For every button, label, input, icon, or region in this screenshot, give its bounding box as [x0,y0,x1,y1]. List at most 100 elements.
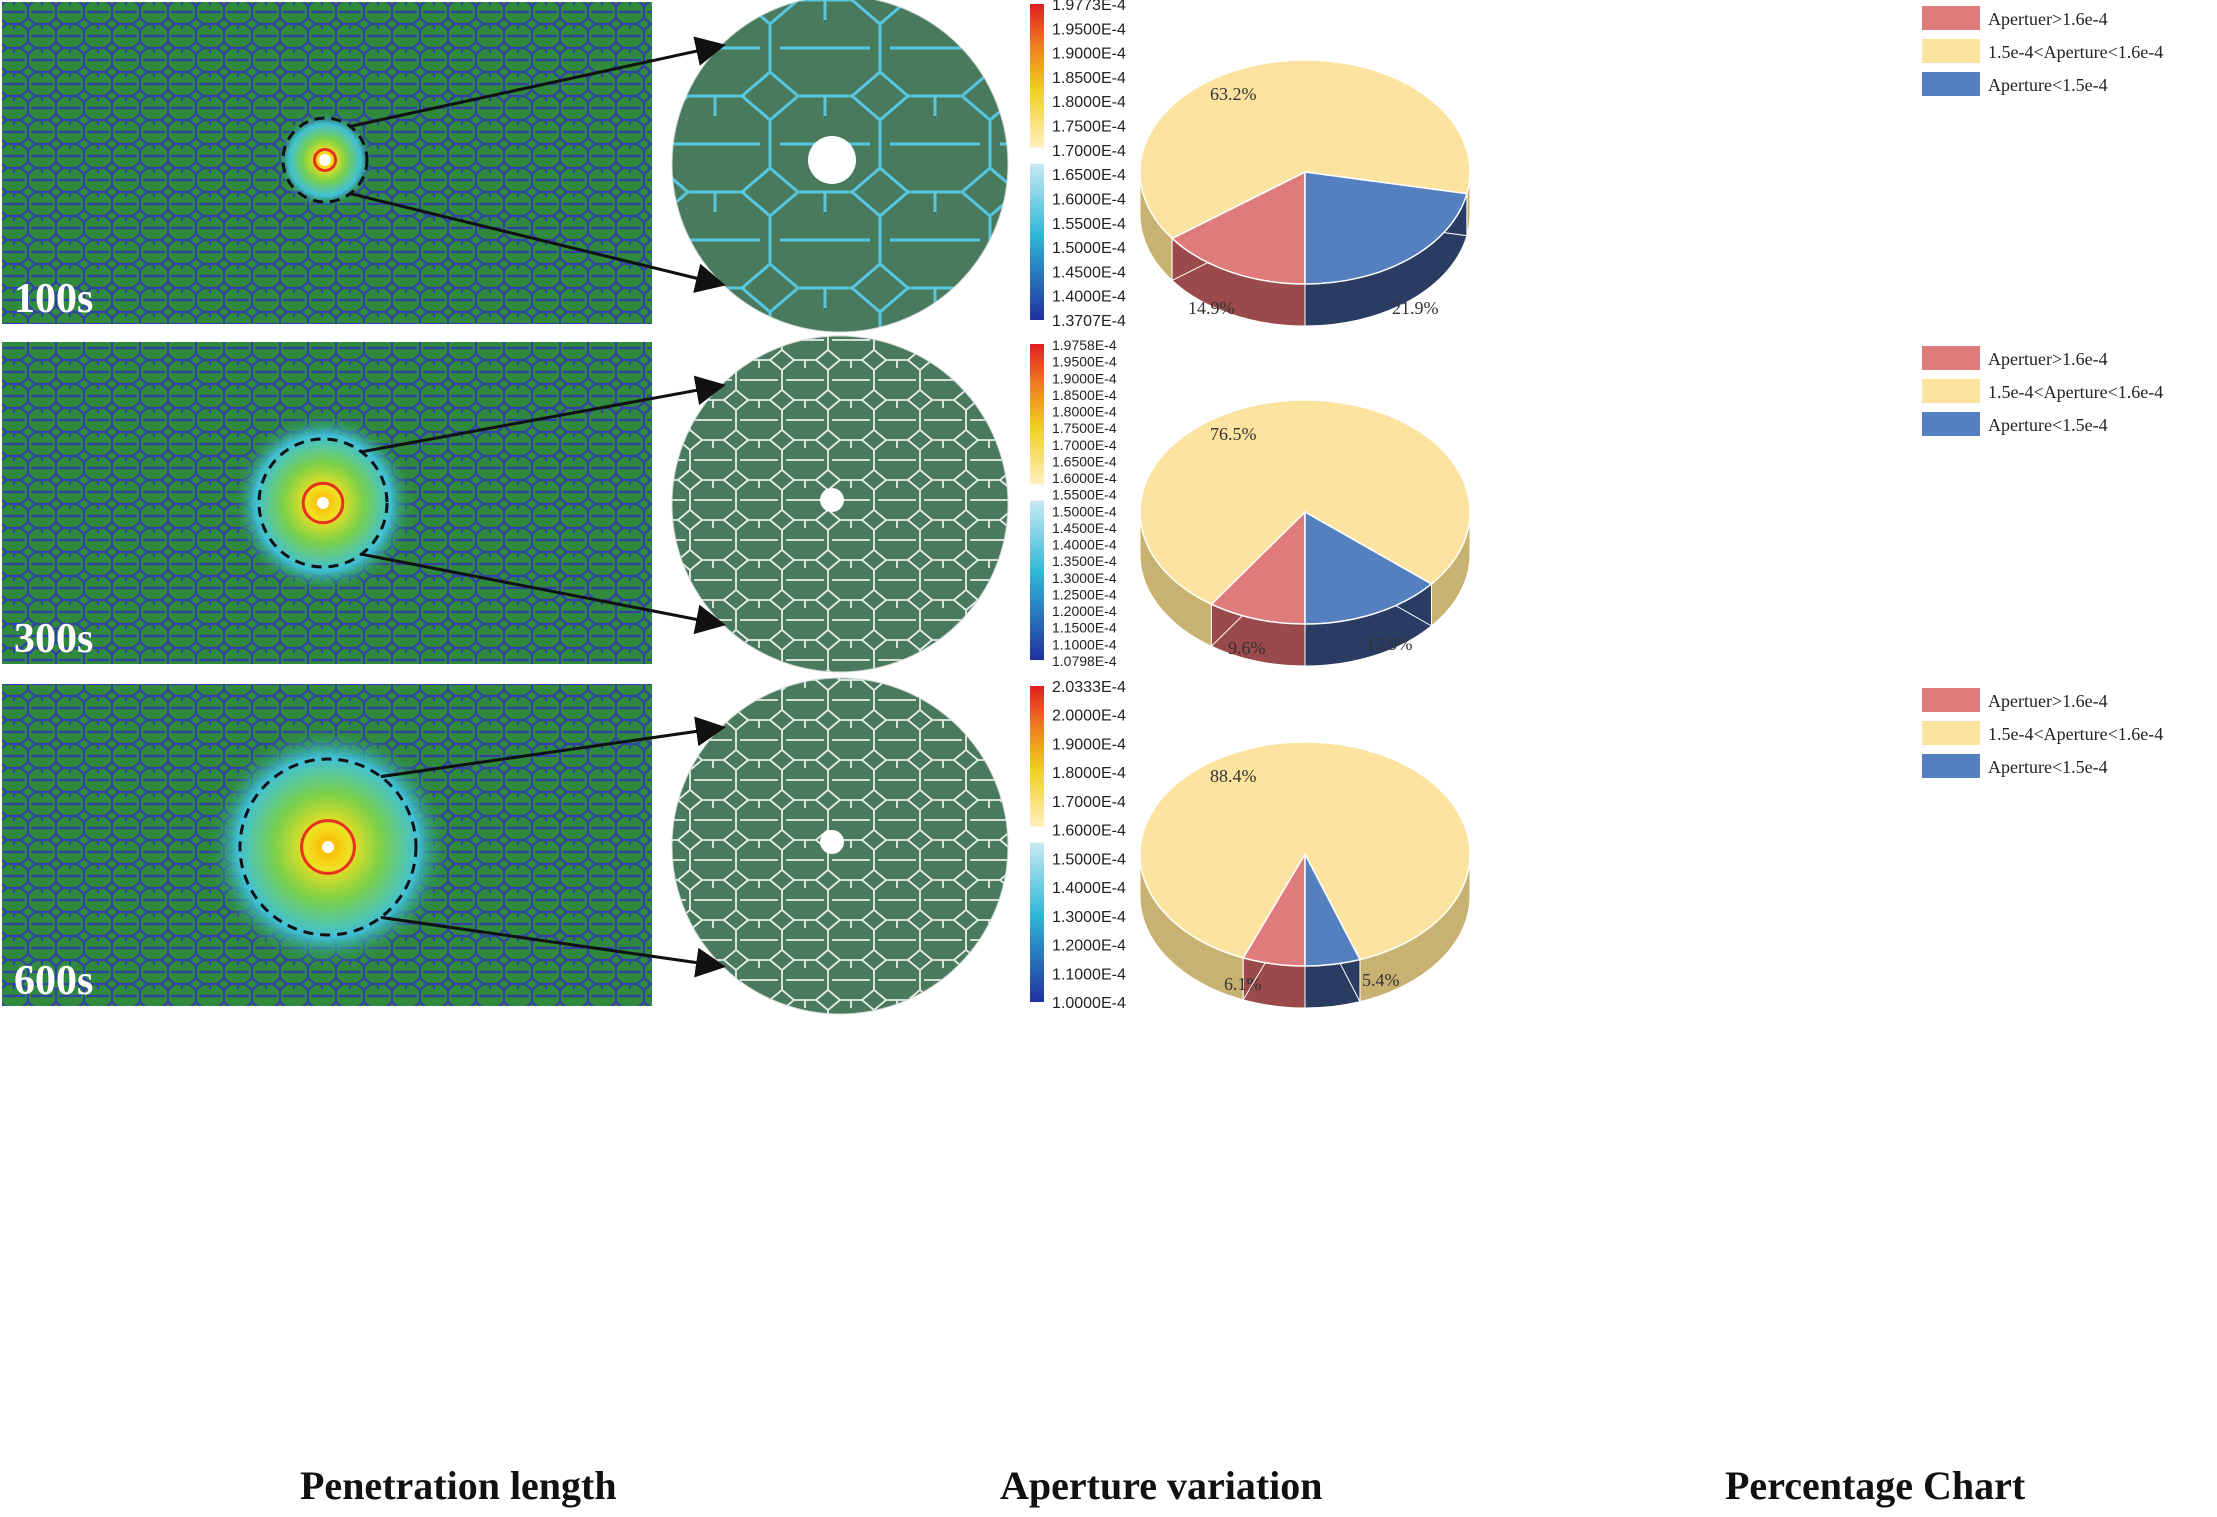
column-title-percentage: Percentage Chart [1725,1463,2026,1508]
legend-label: Apertuer>1.6e-4 [1988,349,2108,369]
zoom-arrow-bottom [380,915,726,978]
colorbar-tick-label: 1.9000E-4 [1052,46,1126,63]
colorbar-lower [1030,500,1044,660]
zoom-arrow-top [361,375,726,454]
borehole [322,841,334,853]
zoom-indicator-circle [281,116,369,204]
legend-label: 1.5e-4<Aperture<1.6e-4 [1988,724,2163,744]
legend-swatch [1922,721,1980,745]
zoom-borehole [808,136,856,184]
colorbar-tick-label: 1.9773E-4 [1052,0,1126,14]
legend-label: Aperture<1.5e-4 [1988,75,2108,95]
legend-swatch [1922,346,1980,370]
column-title-aperture: Aperture variation [1000,1463,1323,1508]
zoom-arrow-top [349,36,726,128]
column-title-penetration: Penetration length [300,1463,617,1508]
colorbar-tick-label: 1.0000E-4 [1052,995,1126,1012]
pie-slice-Aperture<1.5e-4 [1304,510,1433,625]
colorbar-tick-label: 1.3707E-4 [1052,313,1126,330]
pie-slice-1.5e-4<Aperture<1.6e-4 [1139,741,1471,961]
colorbar-tick-label: 1.8000E-4 [1052,765,1126,782]
colorbar-tick-label: 1.2000E-4 [1052,603,1117,619]
colorbar-tick-label: 1.8000E-4 [1052,94,1126,111]
colorbar-tick-label: 1.8500E-4 [1052,70,1126,87]
colorbar-tick-label: 1.5500E-4 [1052,487,1117,503]
zoom-indicator-circle [257,437,389,569]
colorbar-tick-label: 1.6500E-4 [1052,453,1117,469]
colorbar-tick-label: 1.8000E-4 [1052,404,1117,420]
pie-value-label-red: 14.9% [1188,298,1235,318]
legend-swatch [1922,412,1980,436]
colorbar-tick-label: 1.4500E-4 [1052,520,1117,536]
colorbar-tick-label: 1.6000E-4 [1052,191,1126,208]
injection-core [312,147,338,173]
time-label: 100s [14,276,93,322]
colorbar-tick-label: 1.9000E-4 [1052,370,1117,386]
colorbar-tick-label: 1.6000E-4 [1052,823,1126,840]
zoom-indicator-circle [238,757,418,937]
colorbar-upper [1030,4,1044,148]
pie-value-label-mid: 63.2% [1210,84,1257,104]
colorbar-tick-label: 1.7500E-4 [1052,420,1117,436]
colorbar-tick-label: 1.4000E-4 [1052,880,1126,897]
colorbar-tick-label: 1.6500E-4 [1052,167,1126,184]
colorbar-tick-label: 1.8500E-4 [1052,387,1117,403]
colorbar-tick-label: 1.5000E-4 [1052,503,1117,519]
legend-swatch [1922,39,1980,63]
colorbar-tick-label: 1.3000E-4 [1052,909,1126,926]
zoom-arrow-top [380,716,726,779]
colorbar-tick-label: 1.0798E-4 [1052,653,1117,669]
colorbar-tick-label: 1.7000E-4 [1052,143,1126,160]
legend-swatch [1922,6,1980,30]
colorbar-tick-label: 1.7000E-4 [1052,794,1126,811]
row-600s: 600s 2.0333E-4 2.0000E-4 1.9000E-4 1.8000E-4… [2,677,2163,1015]
pie-value-label-mid: 76.5% [1210,424,1257,444]
pie-value-label-mid: 88.4% [1210,766,1257,786]
pie-slice-Aperture<1.5e-4 [1304,171,1468,285]
colorbar-tick-label: 1.9500E-4 [1052,21,1126,38]
legend-label: Apertuer>1.6e-4 [1988,9,2108,29]
colorbar-tick-label: 1.2500E-4 [1052,586,1117,602]
pie-value-label-blue: 5.4% [1362,970,1400,990]
injection-core [300,819,356,875]
colorbar-upper [1030,686,1044,827]
legend-label: Aperture<1.5e-4 [1988,415,2108,435]
zoom-borehole [820,488,844,512]
colorbar-tick-label: 1.6000E-4 [1052,470,1117,486]
pie-slice-1.5e-4<Aperture<1.6e-4 [1139,59,1471,240]
colorbar-tick-label: 1.7500E-4 [1052,119,1126,136]
injection-core [301,481,345,525]
pie-slice-Apertuer>1.6e-4 [1170,170,1306,285]
legend-label: Apertuer>1.6e-4 [1988,691,2108,711]
colorbar-tick-label: 1.1000E-4 [1052,636,1117,652]
pie-slice-Apertuer>1.6e-4 [1210,510,1306,625]
colorbar-tick-label: 1.9500E-4 [1052,354,1117,370]
colorbar-tick-label: 1.3500E-4 [1052,553,1117,569]
colorbar-tick-label: 1.9758E-4 [1052,337,1117,353]
colorbar-tick-label: 2.0333E-4 [1052,679,1126,696]
colorbar-tick-label: 1.7000E-4 [1052,437,1117,453]
pie-slice-1.5e-4<Aperture<1.6e-4 [1139,399,1471,606]
zoom-arrow-bottom [349,192,726,293]
colorbar-tick-label: 1.5000E-4 [1052,240,1126,257]
legend-label: Aperture<1.5e-4 [1988,757,2108,777]
colorbar-tick-label: 1.4500E-4 [1052,264,1126,281]
pie-value-label-blue: 13.9% [1366,634,1413,654]
time-label: 600s [14,958,93,1004]
row-100s: 100s 1.9773E-4 1.9500E-4 1.9000E-4 1.8500E-4… [2,0,2163,333]
colorbar-lower [1030,842,1044,1002]
colorbar-tick-label: 1.4000E-4 [1052,537,1117,553]
colorbar-lower [1030,163,1044,320]
legend-swatch [1922,379,1980,403]
pie-value-label-red: 6.1% [1224,974,1262,994]
colorbar-tick-label: 1.9000E-4 [1052,736,1126,753]
zoom-arrow-bottom [361,552,726,635]
colorbar-tick-label: 1.3000E-4 [1052,570,1117,586]
colorbar-upper [1030,344,1044,485]
borehole [317,497,329,509]
colorbar-tick-label: 2.0000E-4 [1052,708,1126,725]
colorbar-tick-label: 1.2000E-4 [1052,938,1126,955]
row-300s: 300s 1.9758E-41.9500E-41.9000E-41.8500E-4… [2,335,2163,673]
colorbar-tick-label: 1.5500E-4 [1052,216,1126,233]
colorbar-tick-label: 1.1000E-4 [1052,966,1126,983]
